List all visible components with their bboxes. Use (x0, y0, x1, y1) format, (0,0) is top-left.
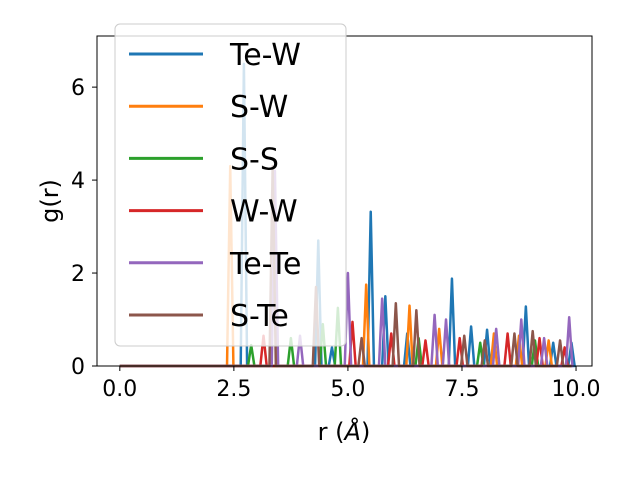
x-tick-label: 10.0 (552, 377, 601, 402)
tick-layer: 0.0 2.5 5.0 7.5 10.0 0 2 4 6 (71, 76, 601, 402)
x-tick-label: 5.0 (330, 377, 365, 402)
legend-label-te-te: Te-Te (229, 247, 301, 282)
y-tick-label: 6 (71, 76, 85, 101)
legend-label-s-te: S-Te (230, 299, 289, 334)
x-tick-label: 0.0 (102, 377, 137, 402)
legend-label-s-s: S-S (230, 142, 279, 177)
y-tick-label: 2 (71, 262, 85, 287)
legend: Te-W S-W S-S W-W Te-Te S-Te (114, 23, 347, 347)
legend-label-te-w: Te-W (229, 38, 301, 73)
y-tick-label: 0 (71, 355, 85, 380)
y-tick-label: 4 (71, 169, 85, 194)
x-axis-label: r (Å) (318, 417, 371, 446)
legend-label-w-w: W-W (230, 195, 298, 230)
x-tick-label: 2.5 (216, 377, 251, 402)
y-axis-label: g(r) (36, 179, 64, 223)
legend-box (114, 23, 347, 347)
x-tick-label: 7.5 (444, 377, 479, 402)
legend-label-s-w: S-W (230, 90, 288, 125)
